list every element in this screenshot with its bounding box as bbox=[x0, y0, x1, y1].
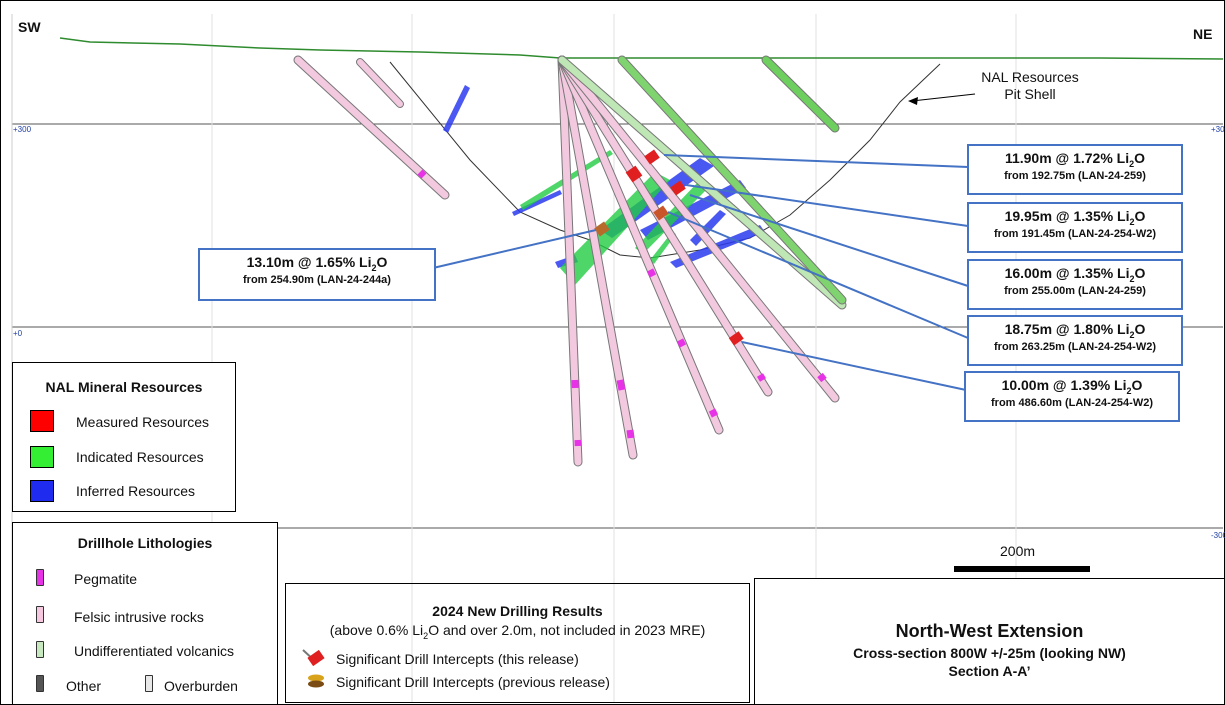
pegmatite-swatch bbox=[36, 569, 44, 586]
pit-shell-leader bbox=[911, 93, 976, 102]
elevation-lower: -300 bbox=[1211, 531, 1225, 540]
elevation-upper: +300 bbox=[13, 125, 32, 134]
callout-leaders bbox=[432, 154, 969, 391]
other-label: Other bbox=[66, 678, 102, 694]
intercept-box: 13.10m @ 1.65% Li2O from 254.90m (LAN-24… bbox=[198, 248, 436, 301]
intercept-detail: from 255.00m (LAN-24-259) bbox=[1004, 284, 1146, 297]
overburden-swatch bbox=[145, 675, 153, 692]
red-intercept-icon bbox=[302, 649, 325, 667]
felsic-label: Felsic intrusive rocks bbox=[74, 609, 204, 625]
scale-bar-label: 200m bbox=[1000, 543, 1036, 559]
intercept-box: 11.90m @ 1.72% Li2O from 192.75m (LAN-24… bbox=[967, 144, 1183, 195]
drillhole-core bbox=[762, 56, 839, 132]
pit-shell-line2: Pit Shell bbox=[1004, 86, 1056, 102]
intercept-box: 10.00m @ 1.39% Li2O from 486.60m (LAN-24… bbox=[964, 371, 1180, 422]
pegmatite-label: Pegmatite bbox=[74, 571, 138, 587]
elevation-middle: +0 bbox=[13, 329, 23, 338]
direction-sw: SW bbox=[18, 19, 41, 35]
intercept-markers bbox=[594, 149, 744, 346]
indicated-swatch bbox=[30, 446, 54, 468]
volcanics-label: Undifferentiated volcanics bbox=[74, 643, 235, 659]
lithology-legend-title: Drillhole Lithologies bbox=[77, 535, 213, 551]
section-subtitle: Cross-section 800W +/-25m (looking NW) bbox=[853, 645, 1126, 661]
intercept-detail: from 254.90m (LAN-24-244a) bbox=[243, 273, 391, 286]
drilling-legend: 2024 New Drilling Results (above 0.6% Li… bbox=[285, 583, 750, 703]
scale-bar bbox=[954, 566, 1090, 572]
topography-line bbox=[59, 37, 1224, 60]
drillhole-core bbox=[558, 56, 839, 402]
this-release-label: Significant Drill Intercepts (this relea… bbox=[336, 651, 579, 667]
drilling-legend-subtitle: (above 0.6% Li2O and over 2.0m, not incl… bbox=[329, 622, 706, 641]
pit-shell-line bbox=[389, 61, 941, 259]
pit-shell-label: NAL Resources Pit Shell bbox=[965, 69, 1095, 103]
drillhole-core bbox=[558, 56, 582, 466]
measured-label: Measured Resources bbox=[76, 414, 210, 430]
measured-swatch bbox=[30, 410, 54, 432]
drillhole-core bbox=[558, 56, 846, 309]
intercept-detail: from 263.25m (LAN-24-254-W2) bbox=[994, 340, 1156, 353]
title-block: North-West Extension Cross-section 800W … bbox=[754, 578, 1225, 705]
intercept-detail: from 192.75m (LAN-24-259) bbox=[1004, 169, 1146, 182]
pit-shell-line1: NAL Resources bbox=[981, 69, 1079, 85]
other-swatch bbox=[36, 675, 44, 692]
intercept-detail: from 191.45m (LAN-24-254-W2) bbox=[994, 227, 1156, 240]
resources-legend-title: NAL Mineral Resources bbox=[45, 379, 203, 395]
lithology-legend: Drillhole Lithologies Pegmatite Felsic i… bbox=[12, 522, 278, 705]
direction-ne: NE bbox=[1193, 26, 1213, 42]
overburden-label: Overburden bbox=[164, 678, 238, 694]
volcanics-swatch bbox=[36, 641, 44, 658]
intercept-box: 19.95m @ 1.35% Li2O from 191.45m (LAN-24… bbox=[967, 202, 1183, 253]
intercept-detail: from 486.60m (LAN-24-254-W2) bbox=[991, 396, 1153, 409]
orange-intercept-icon bbox=[308, 674, 324, 688]
drilling-legend-title: 2024 New Drilling Results bbox=[432, 603, 603, 619]
section-title: North-West Extension bbox=[895, 621, 1084, 641]
drill-holes bbox=[293, 55, 847, 467]
intercept-box: 18.75m @ 1.80% Li2O from 263.25m (LAN-24… bbox=[967, 315, 1183, 366]
felsic-swatch bbox=[36, 606, 44, 623]
intercept-box: 16.00m @ 1.35% Li2O from 255.00m (LAN-24… bbox=[967, 259, 1183, 310]
drillhole-core bbox=[618, 56, 846, 304]
pit-shell-arrow bbox=[908, 97, 918, 105]
drillhole-core bbox=[357, 59, 403, 107]
section-name: Section A-A’ bbox=[948, 663, 1031, 679]
indicated-label: Indicated Resources bbox=[76, 449, 204, 465]
inferred-label: Inferred Resources bbox=[76, 483, 196, 499]
inferred-swatch bbox=[30, 480, 54, 502]
previous-release-label: Significant Drill Intercepts (previous r… bbox=[336, 674, 610, 690]
resources-legend: NAL Mineral Resources Measured Resources… bbox=[12, 362, 236, 512]
drillhole-core bbox=[558, 56, 723, 434]
elevation-upper-right: +300 bbox=[1211, 125, 1225, 134]
